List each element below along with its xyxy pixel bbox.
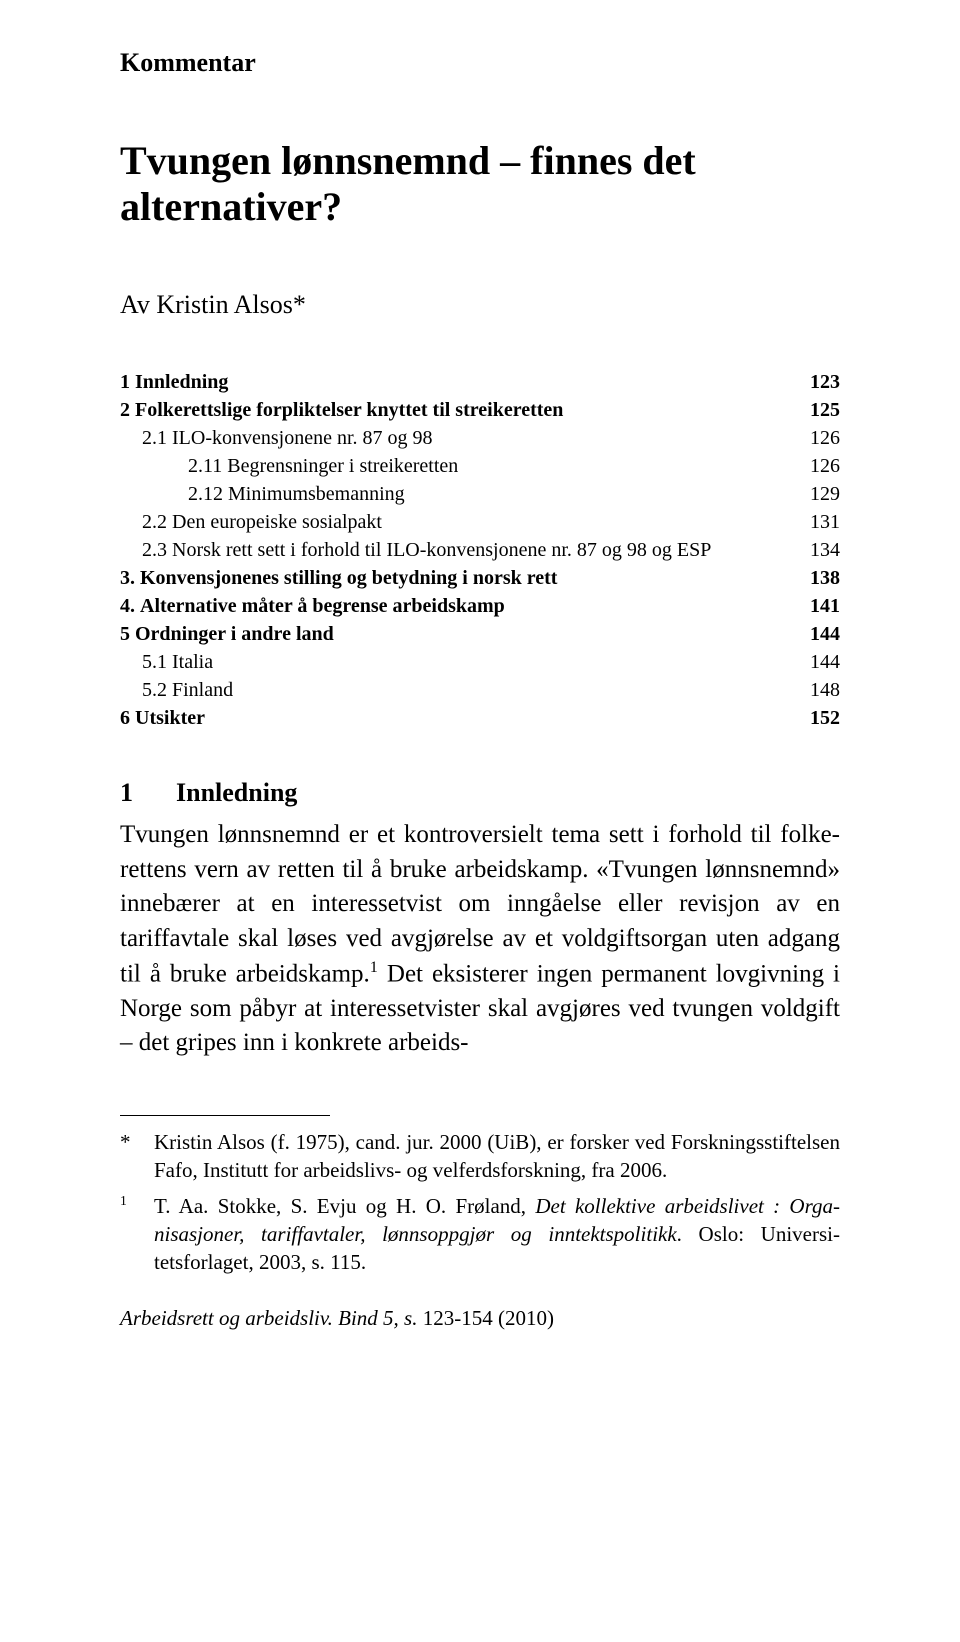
toc-label: Minimumsbemanning xyxy=(228,480,405,508)
toc-label: Den europeiske sosialpakt xyxy=(172,508,382,536)
toc-number: 4. xyxy=(120,592,140,620)
toc-row: 4. Alternative måter å begrense arbeidsk… xyxy=(120,592,840,620)
toc-row: 3. Konvensjonenes stilling og betydning … xyxy=(120,564,840,592)
footnote: 1T. Aa. Stokke, S. Evju og H. O. Frøland… xyxy=(120,1192,840,1276)
section-heading: 1Innledning xyxy=(120,778,840,808)
toc-page: 126 xyxy=(792,424,840,452)
footnote-marker: * xyxy=(120,1128,154,1184)
toc-page: 131 xyxy=(792,508,840,536)
toc-label: Finland xyxy=(172,676,233,704)
toc-number: 2.2 xyxy=(142,508,172,536)
footnote-divider xyxy=(120,1115,330,1116)
author-prefix: Av xyxy=(120,290,156,319)
series-label: Kommentar xyxy=(120,48,840,78)
toc-page: 123 xyxy=(792,368,840,396)
toc-row: 2.1 ILO-konvensjonene nr. 87 og 98 126 xyxy=(120,424,840,452)
toc-number: 5 xyxy=(120,620,135,648)
section-title: Innledning xyxy=(176,778,297,807)
body-paragraph: Tvungen lønnsnemnd er et kontroversielt … xyxy=(120,818,840,1061)
toc-page: 144 xyxy=(792,620,840,648)
toc-label: Folkerettslige forpliktelser knyttet til… xyxy=(135,396,563,424)
toc-row: 5.1 Italia 144 xyxy=(120,648,840,676)
toc-page: 148 xyxy=(792,676,840,704)
footnote-text: T. Aa. Stokke, S. Evju og H. O. Frøland,… xyxy=(154,1192,840,1276)
toc-number: 2.12 xyxy=(188,480,228,508)
toc-label: Utsikter xyxy=(135,704,205,732)
toc-label: Alternative måter å begrense arbeidskamp xyxy=(140,592,505,620)
toc-page: 144 xyxy=(792,648,840,676)
toc-row: 2 Folkerettslige forpliktelser knyttet t… xyxy=(120,396,840,424)
toc-page: 152 xyxy=(792,704,840,732)
toc-number: 3. xyxy=(120,564,140,592)
toc-label: Begrensninger i streikeretten xyxy=(227,452,458,480)
table-of-contents: 1 Innledning1232 Folkerettslige forplikt… xyxy=(120,368,840,732)
footnotes: *Kristin Alsos (f. 1975), cand. jur. 200… xyxy=(120,1128,840,1277)
toc-number: 1 xyxy=(120,368,135,396)
toc-page: 129 xyxy=(792,480,840,508)
toc-number: 2.1 xyxy=(142,424,172,452)
footnote-text: Kristin Alsos (f. 1975), cand. jur. 2000… xyxy=(154,1128,840,1184)
toc-label: Norsk rett sett i forhold til ILO-konven… xyxy=(172,536,711,564)
author-line: Av Kristin Alsos* xyxy=(120,290,840,320)
toc-row: 2.11 Begrensninger i streikeretten 126 xyxy=(120,452,840,480)
toc-label: Konvensjonenes stilling og betydning i n… xyxy=(140,564,557,592)
toc-page: 125 xyxy=(792,396,840,424)
article-title: Tvungen lønnsnemnd – finnes det alternat… xyxy=(120,138,840,230)
journal-footer: Arbeidsrett og arbeidsliv. Bind 5, s. 12… xyxy=(120,1306,840,1331)
toc-row: 6 Utsikter 152 xyxy=(120,704,840,732)
toc-label: Italia xyxy=(172,648,213,676)
footnote: *Kristin Alsos (f. 1975), cand. jur. 200… xyxy=(120,1128,840,1184)
toc-row: 5 Ordninger i andre land 144 xyxy=(120,620,840,648)
toc-number: 5.1 xyxy=(142,648,172,676)
toc-row: 1 Innledning 123 xyxy=(120,368,840,396)
author-name: Kristin Alsos* xyxy=(156,290,306,319)
toc-page: 134 xyxy=(792,536,840,564)
toc-number: 2.11 xyxy=(188,452,227,480)
toc-label: ILO-konvensjonene nr. 87 og 98 xyxy=(172,424,433,452)
toc-page: 138 xyxy=(792,564,840,592)
toc-row: 2.3 Norsk rett sett i forhold til ILO-ko… xyxy=(120,536,840,564)
toc-number: 2 xyxy=(120,396,135,424)
toc-row: 5.2 Finland 148 xyxy=(120,676,840,704)
toc-page: 126 xyxy=(792,452,840,480)
section-number: 1 xyxy=(120,778,176,808)
toc-number: 6 xyxy=(120,704,135,732)
toc-label: Innledning xyxy=(135,368,228,396)
toc-page: 141 xyxy=(792,592,840,620)
toc-number: 5.2 xyxy=(142,676,172,704)
toc-label: Ordninger i andre land xyxy=(135,620,334,648)
toc-number: 2.3 xyxy=(142,536,172,564)
toc-row: 2.12 Minimumsbemanning 129 xyxy=(120,480,840,508)
toc-row: 2.2 Den europeiske sosialpakt 131 xyxy=(120,508,840,536)
footnote-marker: 1 xyxy=(120,1192,154,1276)
